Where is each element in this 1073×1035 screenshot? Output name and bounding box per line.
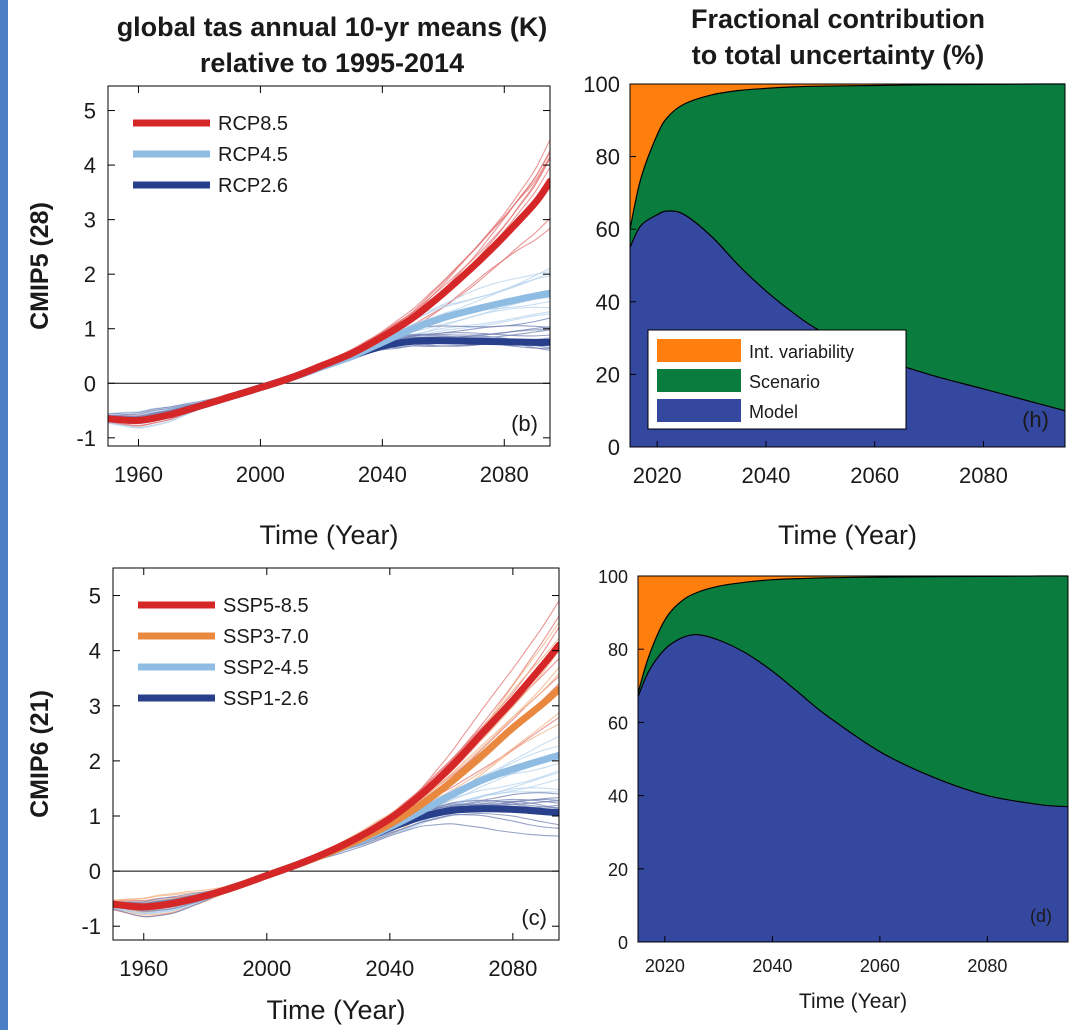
legend-label: SSP2-4.5 [223, 657, 309, 679]
plot-area-b [108, 86, 550, 446]
y-tick-label: 0 [89, 859, 101, 884]
y-tick-label: 0 [608, 435, 620, 460]
y-tick-label: 100 [598, 567, 628, 587]
legend-swatch-scenario [657, 369, 741, 392]
y-tick-label: 2 [84, 262, 96, 287]
axes-frame-d [637, 575, 1069, 943]
line-chart-c [112, 567, 560, 941]
x-tick-label: 2040 [365, 956, 414, 981]
plot-lines-b [108, 139, 550, 429]
y-tick-label: 3 [89, 694, 101, 719]
legend-label: SSP5-8.5 [223, 595, 309, 617]
y-tick-label: 3 [84, 208, 96, 233]
y-tick-label: 1 [84, 317, 96, 342]
y-tick-label: 4 [84, 153, 96, 178]
left-title-line1: global tas annual 10-yr means (K) [117, 12, 548, 42]
legend-label: Model [749, 402, 798, 422]
legend-label: Scenario [749, 372, 820, 392]
x-tick-label: 2020 [633, 463, 682, 488]
x-tick-label: 2080 [480, 462, 529, 487]
y-tick-label: -1 [81, 914, 101, 939]
legend-swatch-int_variability [657, 339, 741, 362]
x-tick-label: 2080 [488, 956, 537, 981]
x-tick-label: 2080 [959, 463, 1008, 488]
y-tick-label: 20 [596, 362, 620, 387]
boundary-model-top [637, 633, 1069, 808]
legend-label: SSP1-2.6 [223, 688, 309, 710]
y-tick-label: 1 [89, 804, 101, 829]
y-tick-label: 60 [608, 713, 628, 733]
x-tick-label: 2040 [741, 463, 790, 488]
x-tick-label: 2060 [850, 463, 899, 488]
y-tick-label: -1 [76, 426, 96, 451]
mean-line-rcp85 [108, 178, 550, 425]
y-tick-label: 80 [596, 145, 620, 170]
mean-line-rcp85 [113, 641, 559, 911]
left-accent-bar [0, 0, 8, 1030]
y-tick-label: 100 [583, 72, 620, 97]
legend-label: RCP8.5 [218, 113, 288, 135]
y-tick-label: 2 [89, 749, 101, 774]
boundary-model-top [629, 210, 1066, 412]
x-axis-label: Time (Year) [799, 990, 907, 1013]
axes-frame-c [112, 567, 560, 941]
x-axis-label: Time (Year) [266, 995, 405, 1025]
y-axis-label: CMIP6 (21) [26, 690, 54, 818]
y-tick-label: 5 [84, 99, 96, 124]
panel-label: (h) [1022, 407, 1049, 432]
x-tick-label: 1960 [114, 462, 163, 487]
area-chart-d [637, 575, 1069, 943]
plot-area-c [113, 568, 559, 940]
y-tick-label: 40 [608, 787, 628, 807]
x-tick-label: 1960 [119, 956, 168, 981]
axes-frame-h [629, 83, 1066, 448]
y-tick-label: 20 [608, 860, 628, 880]
x-tick-label: 2000 [236, 462, 285, 487]
y-tick-label: 0 [84, 371, 96, 396]
y-tick-label: 40 [596, 290, 620, 315]
x-tick-label: 2040 [752, 956, 792, 976]
legend-label: RCP2.6 [218, 175, 288, 197]
legend-label: Int. variability [749, 342, 854, 362]
plot-lines-c [113, 600, 559, 918]
y-tick-label: 60 [596, 217, 620, 242]
y-tick-label: 0 [618, 933, 628, 953]
y-axis-label: CMIP5 (28) [26, 202, 54, 330]
x-tick-label: 2080 [967, 956, 1007, 976]
right-title-line2: to total uncertainty (%) [692, 40, 985, 70]
x-tick-label: 2000 [242, 956, 291, 981]
legend-swatch-model [657, 399, 741, 422]
x-tick-label: 2060 [860, 956, 900, 976]
y-tick-label: 5 [89, 584, 101, 609]
legend-label: SSP3-7.0 [223, 626, 309, 648]
area-chart-h [629, 83, 1066, 448]
x-tick-label: 2040 [358, 462, 407, 487]
x-axis-label: Time (Year) [778, 520, 917, 550]
y-tick-label: 80 [608, 640, 628, 660]
x-tick-label: 2020 [645, 956, 685, 976]
panel-label: (c) [521, 905, 547, 930]
panel-label: (b) [511, 411, 538, 436]
panel-label: (d) [1030, 906, 1052, 926]
legend-label: RCP4.5 [218, 144, 288, 166]
axes-frame-b [107, 85, 551, 447]
left-title-line2: relative to 1995-2014 [200, 48, 464, 78]
right-title-line1: Fractional contribution [691, 4, 985, 34]
area-model [638, 634, 1068, 942]
ensemble-member-rcp26 [113, 823, 559, 918]
x-axis-label: Time (Year) [259, 520, 398, 550]
line-chart-b [107, 85, 551, 447]
y-tick-label: 4 [89, 639, 101, 664]
